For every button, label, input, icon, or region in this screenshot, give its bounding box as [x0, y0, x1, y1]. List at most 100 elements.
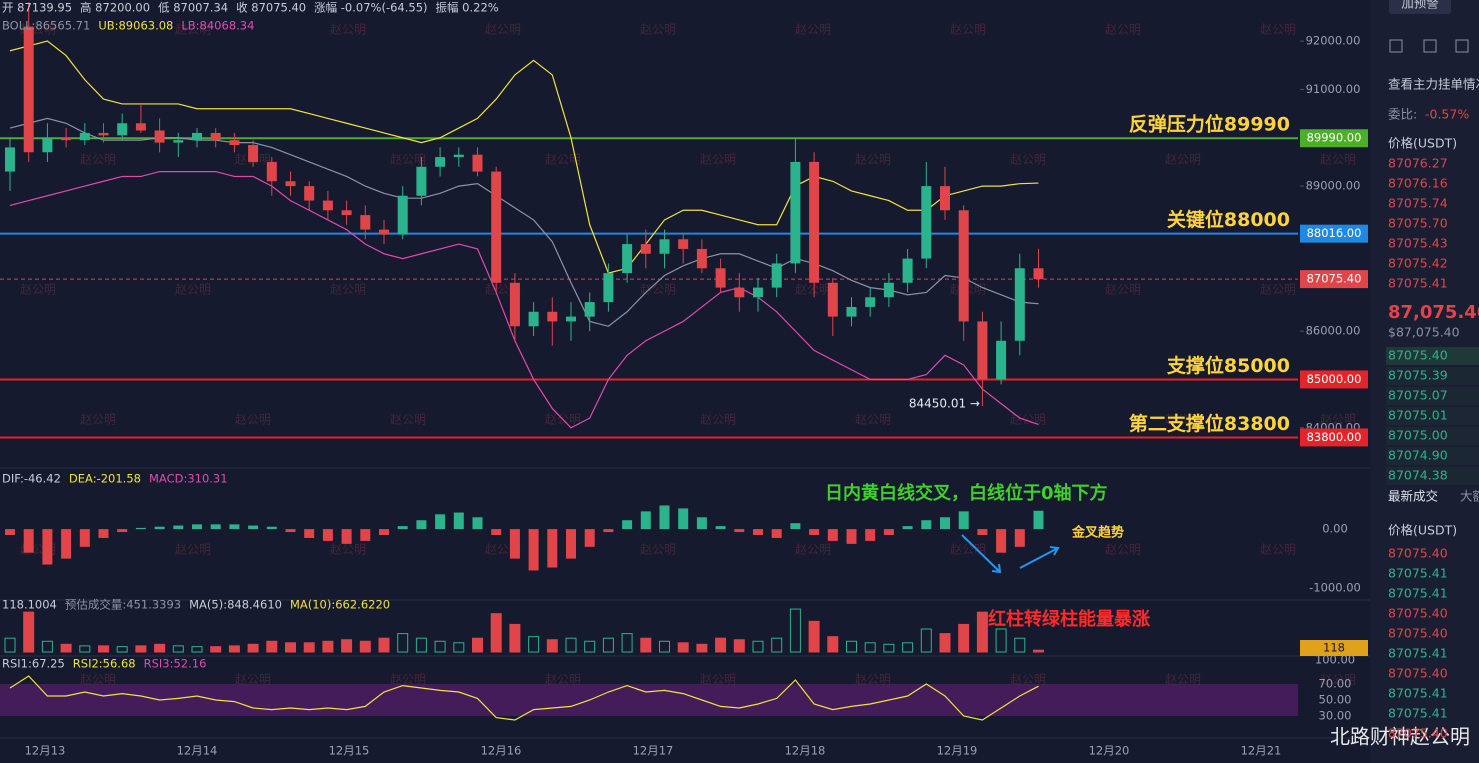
ask-price: 87076.16	[1388, 176, 1448, 191]
watermark: 赵公明	[795, 283, 831, 297]
volume-bar	[509, 623, 521, 653]
volume-bar	[528, 636, 540, 653]
candle-body	[846, 306, 857, 317]
ohlc-info: 高 87200.00	[80, 1, 150, 15]
trades-tab[interactable]: 最新成交	[1388, 489, 1438, 504]
rsi-line	[9, 675, 1039, 721]
watermark: 赵公明	[175, 23, 211, 37]
watermark: 赵公明	[545, 673, 581, 687]
candle-body	[940, 186, 950, 211]
low-marker: 84450.01 →	[909, 397, 980, 411]
candle-body	[341, 210, 352, 216]
candle-body	[397, 195, 408, 235]
macd-bar	[416, 520, 427, 530]
volume-bar	[98, 645, 109, 653]
level-text: 关键位88000	[1167, 208, 1290, 231]
macd-bar	[79, 529, 90, 547]
bid-row-bg	[1386, 347, 1479, 365]
volume-bar	[60, 643, 72, 653]
layout-icon[interactable]	[1455, 39, 1469, 53]
volume-bar	[920, 628, 932, 653]
alert-button[interactable]	[1389, 0, 1451, 14]
x-tick-label: 12月15	[329, 744, 370, 758]
volume-bar	[266, 640, 278, 653]
watermark: 赵公明	[1010, 413, 1046, 427]
ask-price: 87075.41	[1388, 276, 1448, 291]
volume-bar	[733, 639, 745, 653]
volume-bar	[4, 637, 16, 653]
candle-body	[528, 311, 539, 327]
watermark: 赵公明	[1105, 543, 1141, 557]
volume-bar	[191, 646, 203, 653]
watermark: 赵公明	[640, 283, 676, 297]
x-tick-label: 12月20	[1089, 744, 1130, 758]
annotation: 金叉趋势	[1071, 525, 1124, 541]
candle-body	[472, 154, 483, 172]
volume-bar	[771, 637, 783, 653]
volume-bar	[939, 633, 951, 653]
watermark: 赵公明	[1260, 23, 1296, 37]
macd-bar	[622, 520, 633, 530]
watermark: 赵公明	[855, 413, 891, 427]
macd-bar	[790, 523, 801, 530]
macd-bar	[285, 529, 296, 533]
main-orders[interactable]: 查看主力挂单情况	[1388, 77, 1479, 92]
layout-icon[interactable]	[1423, 39, 1437, 53]
volume-bar	[453, 642, 465, 653]
macd-bar	[1033, 510, 1044, 530]
y-tick-label: 89000.00	[1306, 179, 1361, 193]
volume-bar	[789, 608, 801, 653]
candle-body	[566, 316, 576, 322]
volume-bar	[41, 640, 53, 653]
large-tab[interactable]: 大额	[1460, 489, 1479, 504]
volume-bar	[621, 633, 633, 653]
alert-button-label[interactable]: 加预警	[1401, 0, 1439, 11]
trade-price: 87075.40	[1388, 666, 1448, 681]
y-tick-label: 30.00	[1319, 709, 1352, 723]
level-tag-label: 85000.00	[1307, 372, 1362, 386]
watermark: 赵公明	[640, 543, 676, 557]
last-price-usd: $87,075.40	[1388, 325, 1460, 340]
level-tag	[1300, 129, 1368, 148]
macd-bar	[117, 529, 128, 533]
macd-bar	[753, 529, 763, 535]
volume-bar	[659, 640, 670, 653]
volume-bar	[715, 637, 727, 653]
macd-bar	[584, 529, 595, 547]
macd-bar	[958, 511, 969, 530]
macd-bar	[603, 529, 614, 533]
bid-price: 87075.39	[1388, 368, 1448, 383]
candle-body	[23, 26, 34, 153]
legend: 118.1004	[2, 598, 57, 612]
candle-body	[827, 282, 838, 317]
boll-mid	[9, 117, 1039, 327]
macd-bar	[696, 517, 707, 530]
layout-icon[interactable]	[1389, 39, 1403, 53]
chart-bg	[0, 0, 1370, 763]
macd-bar	[266, 526, 277, 530]
bid-price: 87075.40	[1388, 348, 1448, 363]
candle-body	[360, 215, 371, 230]
macd-bar	[210, 524, 221, 530]
y-tick-label: 100.00	[1315, 653, 1355, 667]
candle-body	[1014, 268, 1025, 341]
ask-price: 87075.43	[1388, 236, 1448, 251]
ask-price: 87075.74	[1388, 196, 1448, 211]
macd-bar	[397, 526, 408, 530]
candle-body	[584, 302, 595, 317]
macd-bar	[771, 529, 782, 538]
legend: UB:89063.08	[98, 19, 173, 33]
candle-body	[958, 210, 969, 322]
level-tag	[1300, 224, 1368, 243]
watermark: 赵公明	[20, 283, 56, 297]
level-tag	[1300, 370, 1368, 389]
x-tick-label: 12月21	[1241, 744, 1282, 758]
x-tick-label: 12月16	[481, 744, 522, 758]
candle-body	[154, 130, 165, 143]
y-tick-label: 70.00	[1319, 677, 1352, 691]
volume-bar	[135, 645, 147, 653]
volume-bar	[154, 643, 166, 653]
trade-price: 87075.40	[1388, 606, 1448, 621]
side-panel	[1370, 0, 1479, 763]
legend: LB:84068.34	[181, 19, 254, 33]
